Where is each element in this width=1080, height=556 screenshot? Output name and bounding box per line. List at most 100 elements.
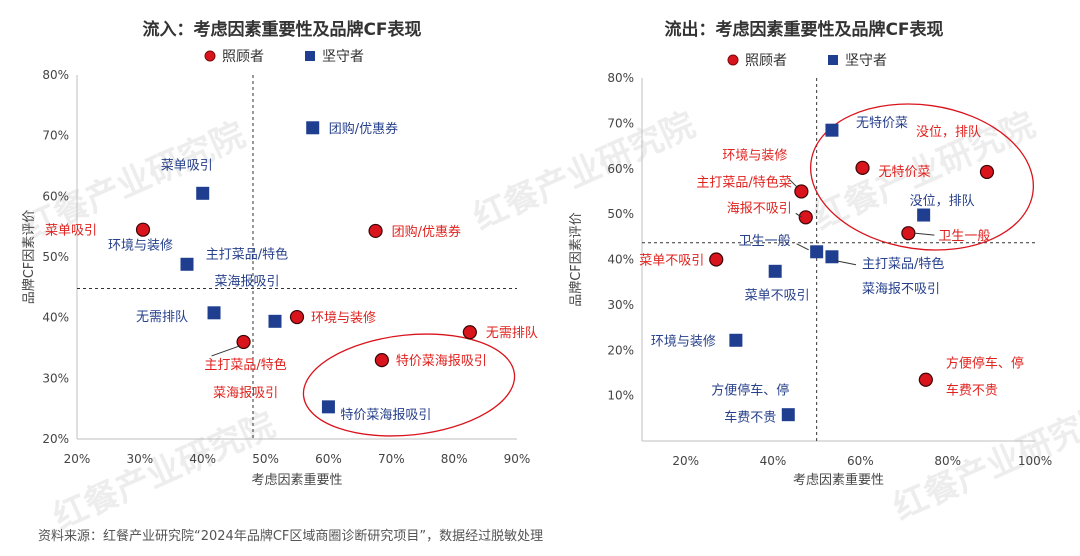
x-tick-label: 80% (441, 452, 468, 466)
y-tick-label: 60% (42, 189, 69, 203)
y-tick-label: 50% (607, 207, 634, 221)
scatter-point-keeper (196, 186, 210, 200)
point-label-carer: 无需排队 (486, 326, 538, 341)
point-label-keeper: 环境与装修 (108, 238, 173, 253)
point-label-carer: 卫生一般 (938, 228, 990, 244)
y-tick-label: 20% (42, 432, 69, 446)
legend-label: 坚守者 (322, 49, 364, 65)
scatter-point-carer (368, 223, 383, 239)
y-tick-label: 70% (607, 116, 634, 130)
watermark-text: 红餐产业研究院 (467, 105, 701, 238)
x-axis-label: 考虑因素重要性 (251, 472, 342, 488)
scatter-point-carer (374, 353, 389, 368)
point-label-carer: 环境与装修 (311, 311, 376, 326)
y-tick-label: 50% (42, 250, 69, 264)
leader-line (835, 260, 857, 266)
legend-marker-square (828, 55, 838, 65)
legend: 照顾者 坚守者 (727, 53, 887, 69)
point-label-keeper: 无需排队 (136, 310, 188, 325)
point-label-keeper: 环境与装修 (651, 334, 716, 349)
point-label-keeper: 卫生一般 (739, 233, 791, 249)
point-label-keeper: 菜海报吸引 (214, 274, 279, 289)
source-note: 资料来源：红餐产业研究院“2024年品牌CF区域商圈诊断研究项目”，数据经过脱敏… (38, 528, 543, 544)
y-tick-label: 40% (607, 253, 634, 267)
leader-line (796, 243, 809, 251)
x-tick-label: 90% (504, 452, 531, 466)
y-tick-label: 80% (42, 68, 69, 82)
point-label-carer: 菜海报吸引 (213, 386, 278, 401)
point-label-carer: 车费不贵 (946, 383, 998, 399)
scatter-point-keeper (810, 245, 824, 259)
y-tick-label: 80% (607, 71, 634, 85)
point-label-carer: 主打菜品/特色菜 (696, 174, 791, 190)
y-tick-label: 10% (607, 389, 634, 403)
chart-title: 流出：考虑因素重要性及品牌CF表现 (664, 19, 943, 40)
scatter-point-keeper (825, 250, 839, 264)
y-tick-label: 30% (607, 298, 634, 312)
leader-line (211, 345, 240, 357)
point-label-carer: 海报不吸引 (727, 201, 792, 216)
x-tick-label: 20% (672, 454, 699, 468)
x-tick-label: 70% (378, 452, 405, 466)
point-label-carer: 方便停车、停 (946, 356, 1024, 372)
y-tick-label: 40% (42, 311, 69, 325)
point-label-carer: 环境与装修 (722, 148, 787, 163)
leader-line (795, 212, 803, 218)
point-label-carer: 菜单吸引 (45, 224, 97, 239)
leader-line (789, 179, 798, 188)
scatter-point-carer (135, 222, 151, 237)
scatter-point-carer (918, 372, 933, 387)
point-label-keeper: 无特价菜 (856, 116, 908, 131)
y-tick-label: 60% (607, 162, 634, 176)
point-label-carer: 主打菜品/特色 (204, 357, 286, 373)
point-label-carer: 没位，排队 (916, 125, 981, 140)
x-tick-label: 20% (64, 452, 91, 466)
point-label-carer: 团购/优惠券 (392, 224, 461, 240)
legend-marker-circle (727, 54, 739, 66)
scatter-point-keeper (781, 408, 795, 422)
highlight-ellipse (809, 103, 1035, 251)
scatter-point-carer (794, 184, 809, 199)
y-axis-label: 品牌CF因素评价 (21, 210, 37, 305)
x-tick-label: 100% (1018, 454, 1052, 468)
scatter-point-keeper (306, 121, 320, 135)
legend-label: 照顾者 (745, 53, 787, 69)
x-tick-label: 80% (934, 454, 961, 468)
scatter-point-keeper (825, 123, 839, 137)
scatter-point-carer (462, 325, 477, 340)
leader-line (914, 232, 935, 236)
legend: 照顾者 坚守者 (204, 49, 364, 65)
chart-title: 流入：考虑因素重要性及品牌CF表现 (142, 19, 421, 40)
y-tick-label: 30% (42, 371, 69, 385)
legend-marker-circle (204, 50, 216, 62)
point-label-keeper: 特价菜海报吸引 (340, 408, 431, 423)
scatter-point-keeper (207, 306, 221, 320)
highlight-ellipse (302, 333, 516, 437)
legend-label: 坚守者 (845, 53, 887, 69)
point-label-carer: 无特价菜 (879, 165, 931, 180)
point-label-keeper: 车费不贵 (724, 410, 776, 426)
point-label-keeper: 菜单吸引 (161, 158, 213, 173)
x-tick-label: 60% (315, 452, 342, 466)
point-label-keeper: 主打菜品/特色 (862, 256, 944, 272)
point-label-keeper: 菜单不吸引 (745, 288, 810, 303)
scatter-point-carer (979, 164, 995, 180)
x-axis-label: 考虑因素重要性 (793, 472, 884, 488)
y-tick-label: 70% (42, 129, 69, 143)
legend-label: 照顾者 (222, 49, 264, 65)
x-tick-label: 30% (127, 452, 154, 466)
scatter-point-carer (709, 252, 724, 267)
watermark-text: 红餐产业研究院 (47, 405, 281, 538)
legend-marker-square (305, 51, 315, 61)
scatter-point-carer (901, 226, 916, 241)
scatter-point-keeper (180, 257, 194, 271)
scatter-point-keeper (729, 333, 743, 347)
y-axis-label: 品牌CF因素评价 (568, 212, 584, 307)
point-label-carer: 菜单不吸引 (639, 254, 704, 269)
scatter-point-keeper (268, 314, 282, 328)
x-tick-label: 60% (847, 454, 874, 468)
x-tick-label: 40% (189, 452, 216, 466)
